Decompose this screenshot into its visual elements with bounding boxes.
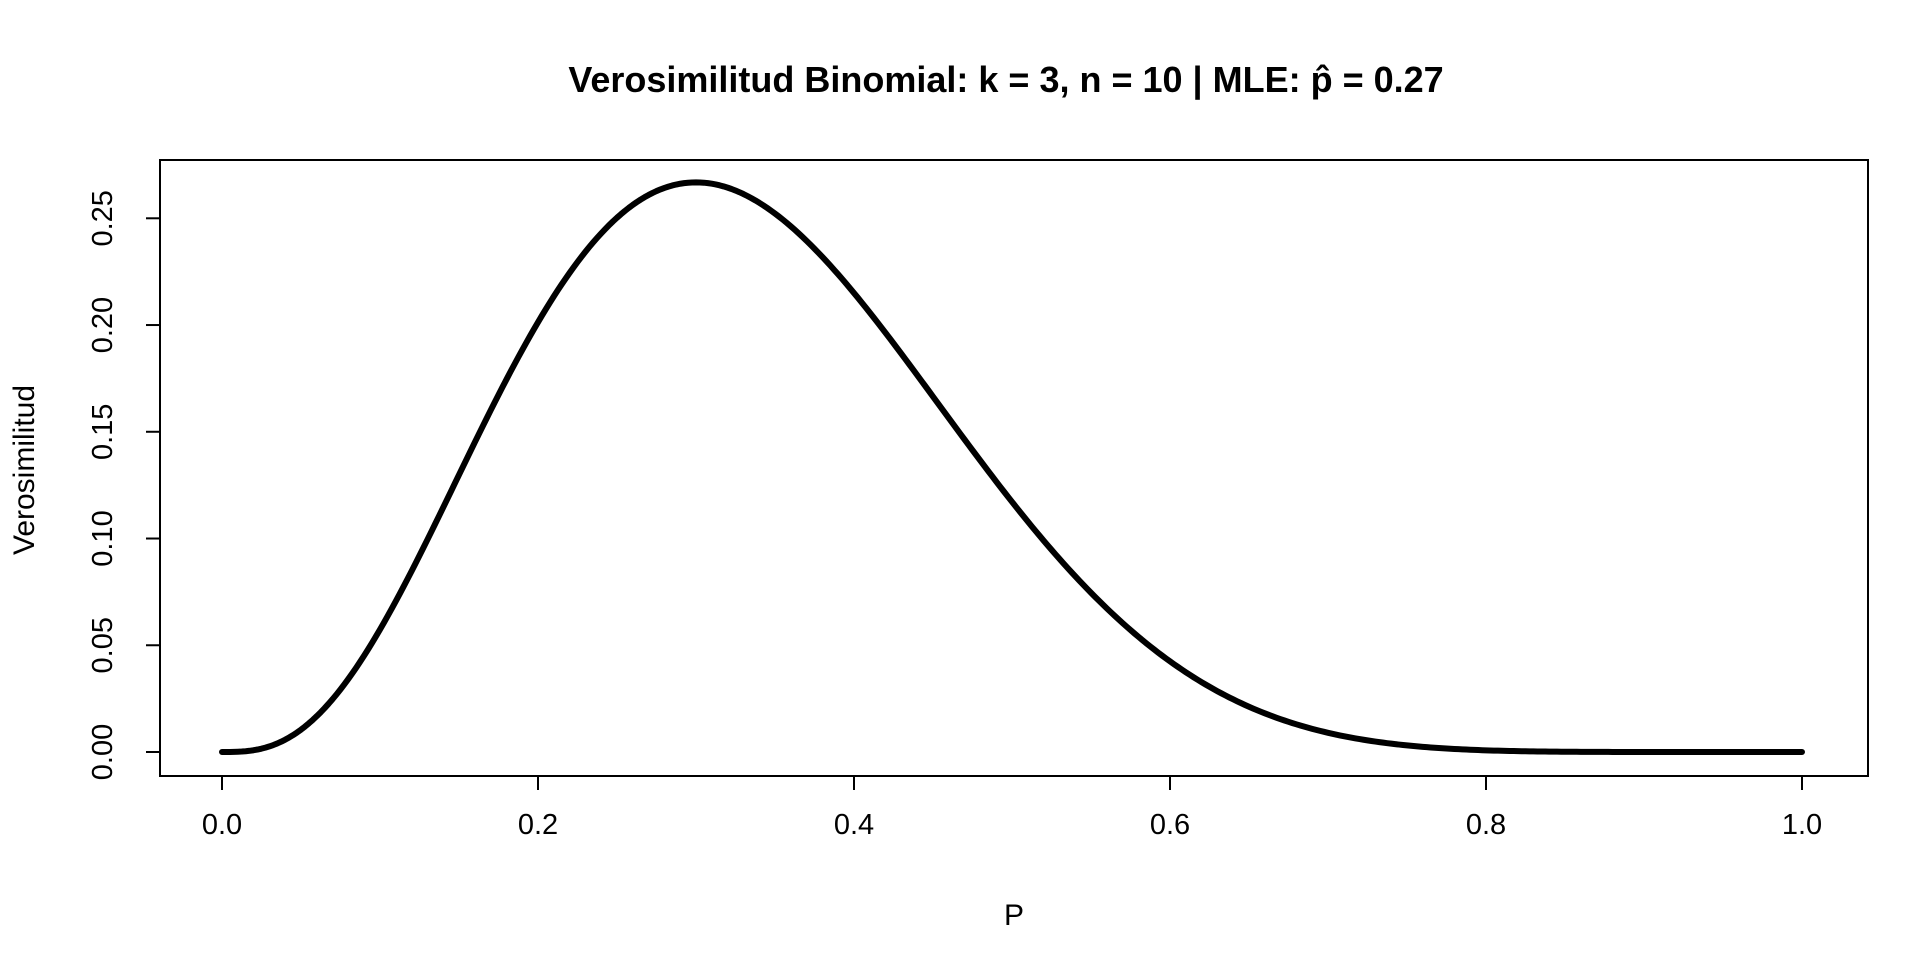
y-tick-label: 0.25 xyxy=(87,190,119,246)
x-tick-label: 0.8 xyxy=(1466,809,1506,841)
y-axis: 0.00 0.05 0.10 0.15 0.20 0.25 xyxy=(87,190,161,780)
x-tick-label: 0.2 xyxy=(518,809,558,841)
plot-frame xyxy=(159,159,1869,777)
x-tick-label: 0.6 xyxy=(1150,809,1190,841)
x-axis-label: P xyxy=(1004,899,1024,932)
x-axis: 0.0 0.2 0.4 0.6 0.8 1.0 xyxy=(202,775,1822,841)
y-tick-label: 0.20 xyxy=(87,297,119,353)
likelihood-curve xyxy=(219,179,1805,755)
x-tick-label: 0.0 xyxy=(202,809,242,841)
y-axis-label: Verosimilitud xyxy=(8,385,41,555)
y-tick-label: 0.05 xyxy=(87,617,119,673)
x-tick-label: 1.0 xyxy=(1782,809,1822,841)
x-tick-label: 0.4 xyxy=(834,809,874,841)
chart-title: Verosimilitud Binomial: k = 3, n = 10 | … xyxy=(568,59,1443,101)
y-tick-label: 0.15 xyxy=(87,404,119,460)
y-tick-label: 0.00 xyxy=(87,724,119,780)
y-tick-label: 0.10 xyxy=(87,510,119,566)
